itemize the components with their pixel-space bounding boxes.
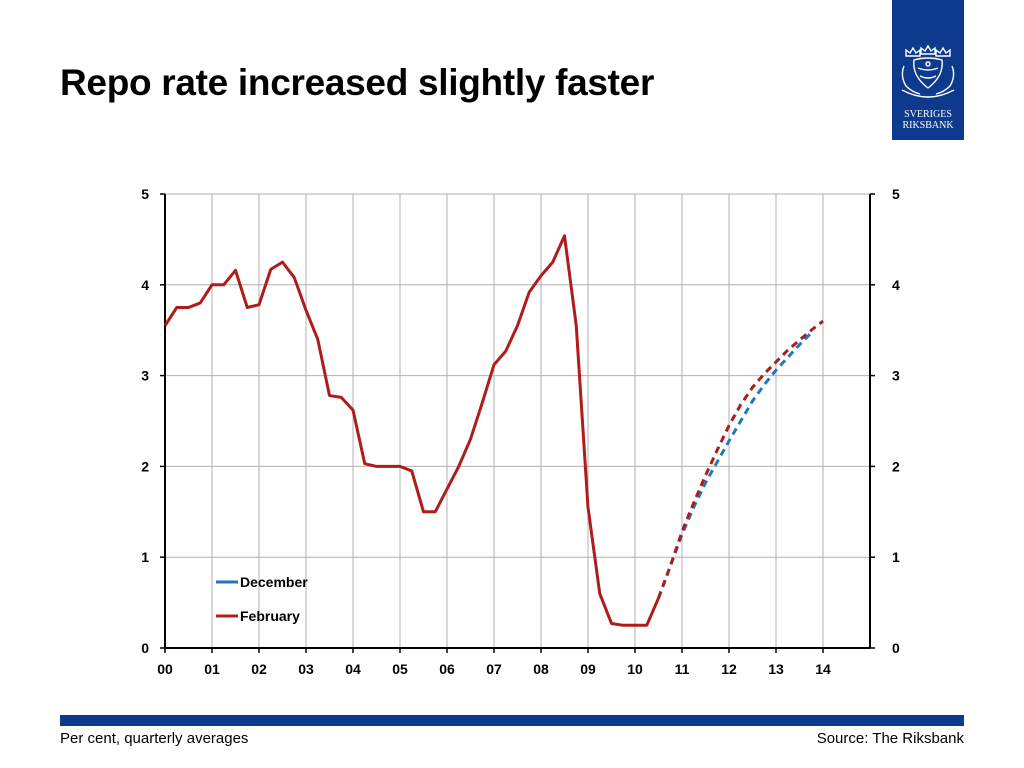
x-tick-label: 05: [392, 661, 408, 677]
y-tick-label-right: 4: [892, 277, 900, 293]
y-tick-label-left: 2: [141, 458, 149, 474]
x-tick-label: 14: [815, 661, 831, 677]
y-tick-label-left: 3: [141, 368, 149, 384]
x-axis-ticks: 00 01 02 03 04 05 06 07 08 09 10 11 12 13 14: [157, 648, 831, 677]
y-tick-label-left: 5: [141, 186, 149, 202]
x-tick-label: 06: [439, 661, 455, 677]
riksbank-emblem-icon: [901, 44, 955, 98]
footer-source: Source: The Riksbank: [816, 730, 964, 747]
y-axis-left-ticks: 0 1 2 3 4 5: [141, 186, 165, 656]
x-tick-label: 03: [298, 661, 314, 677]
logo-text-line2: RIKSBANK: [902, 120, 954, 131]
riksbank-logo: SVERIGES RIKSBANK: [892, 0, 964, 140]
y-tick-label-right: 1: [892, 549, 900, 565]
y-tick-label-right: 0: [892, 640, 900, 656]
x-tick-label: 01: [204, 661, 220, 677]
y-tick-label-left: 1: [141, 549, 149, 565]
y-tick-label-right: 5: [892, 186, 900, 202]
x-tick-label: 00: [157, 661, 173, 677]
series-february-forecast-line: [657, 319, 824, 599]
x-tick-label: 07: [486, 661, 502, 677]
series-december-line: [657, 331, 813, 599]
chart-grid: [165, 193, 871, 648]
x-tick-label: 13: [768, 661, 784, 677]
x-tick-label: 08: [533, 661, 549, 677]
x-tick-label: 12: [721, 661, 737, 677]
series-february-line: [163, 234, 660, 627]
footer-note: Per cent, quarterly averages: [60, 730, 249, 747]
x-tick-label: 04: [345, 661, 361, 677]
chart-legend: December February: [216, 574, 308, 624]
legend-december-label: December: [240, 574, 308, 590]
y-axis-right-ticks: 0 1 2 3 4 5: [870, 186, 900, 656]
page-title: Repo rate increased slightly faster: [60, 62, 655, 103]
footer-bar: [60, 715, 964, 726]
y-tick-label-right: 2: [892, 458, 900, 474]
legend-february-label: February: [240, 608, 300, 624]
y-tick-label-right: 3: [892, 368, 900, 384]
y-tick-label-left: 0: [141, 640, 149, 656]
chart-series: [163, 234, 824, 627]
x-tick-label: 02: [251, 661, 267, 677]
x-tick-label: 09: [580, 661, 596, 677]
chart-axes: [164, 194, 871, 649]
x-tick-label: 10: [627, 661, 643, 677]
x-tick-label: 11: [675, 661, 690, 677]
y-tick-label-left: 4: [141, 277, 149, 293]
logo-text-line1: SVERIGES: [904, 109, 952, 120]
